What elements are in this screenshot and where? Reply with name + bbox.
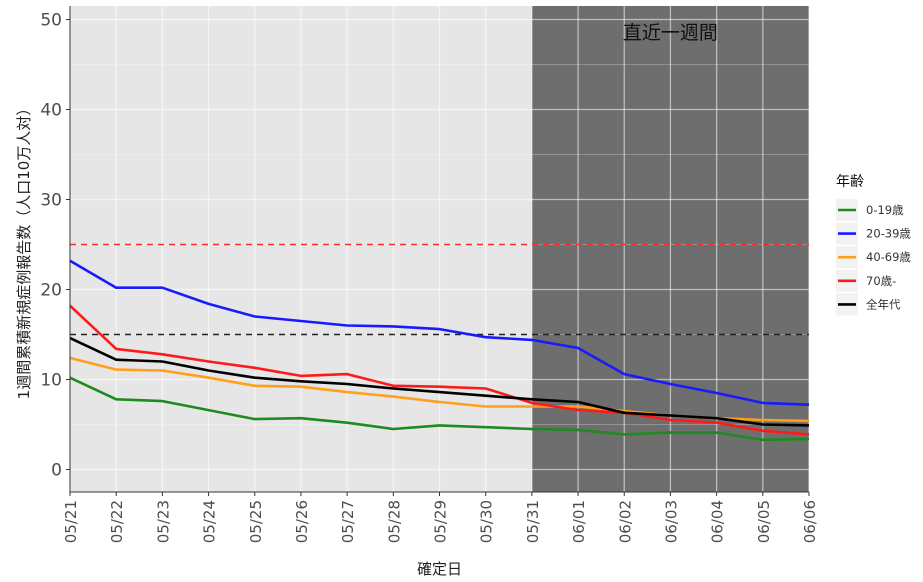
x-tick-label: 06/02 — [616, 500, 634, 543]
x-tick-label: 06/05 — [755, 500, 773, 543]
x-tick-label: 05/28 — [385, 500, 403, 543]
legend-label: 70歳- — [866, 274, 896, 288]
x-tick-label: 05/27 — [339, 500, 357, 543]
legend-label: 20-39歳 — [866, 227, 911, 241]
x-tick-label: 05/25 — [247, 500, 265, 543]
x-tick-labels: 05/21 05/22 05/23 05/24 05/25 05/26 05/27 05/28… — [62, 500, 819, 543]
x-tick-label: 06/01 — [570, 500, 588, 543]
x-tick-label: 06/04 — [709, 500, 727, 543]
legend-title: 年齢 — [836, 174, 864, 190]
x-tick-label: 05/22 — [108, 500, 126, 543]
reference-lines — [70, 243, 809, 336]
series-line — [70, 376, 809, 442]
x-axis-label: 確定日 — [417, 560, 462, 578]
y-tick-labels: 0 10 20 30 40 50 — [40, 11, 62, 481]
legend-label: 0-19歳 — [866, 203, 904, 217]
x-tick-label: 05/30 — [478, 500, 496, 543]
series-line — [70, 304, 809, 436]
x-tick-label: 05/31 — [524, 500, 542, 543]
x-tick-label: 05/23 — [154, 500, 172, 543]
y-tick-label: 20 — [40, 281, 62, 301]
legend: 年齢 0-19歳 20-39歳 40-69歳 70歳- 全年代 — [836, 174, 911, 316]
recent-week-label: 直近一週間 — [623, 22, 718, 44]
x-tick-label: 06/06 — [801, 500, 819, 543]
y-tick-label: 50 — [40, 11, 62, 31]
y-tick-label: 10 — [40, 371, 62, 391]
legend-items: 0-19歳 20-39歳 40-69歳 70歳- 全年代 — [836, 199, 911, 316]
legend-label: 40-69歳 — [866, 250, 911, 264]
axes — [66, 6, 810, 496]
series-line — [70, 259, 809, 406]
legend-label: 全年代 — [866, 297, 901, 311]
x-tick-label: 05/24 — [201, 500, 219, 543]
series-lines — [70, 259, 809, 442]
series-line — [70, 336, 809, 427]
x-tick-label: 05/26 — [293, 500, 311, 543]
y-axis-label: 1週間累積新規症例報告数（人口10万人対） — [15, 101, 33, 400]
y-tick-label: 0 — [51, 461, 62, 481]
x-tick-label: 05/21 — [62, 500, 80, 543]
y-tick-label: 30 — [40, 191, 62, 211]
x-tick-label: 06/03 — [662, 500, 680, 543]
x-tick-label: 05/29 — [432, 500, 450, 543]
y-tick-label: 40 — [40, 101, 62, 121]
